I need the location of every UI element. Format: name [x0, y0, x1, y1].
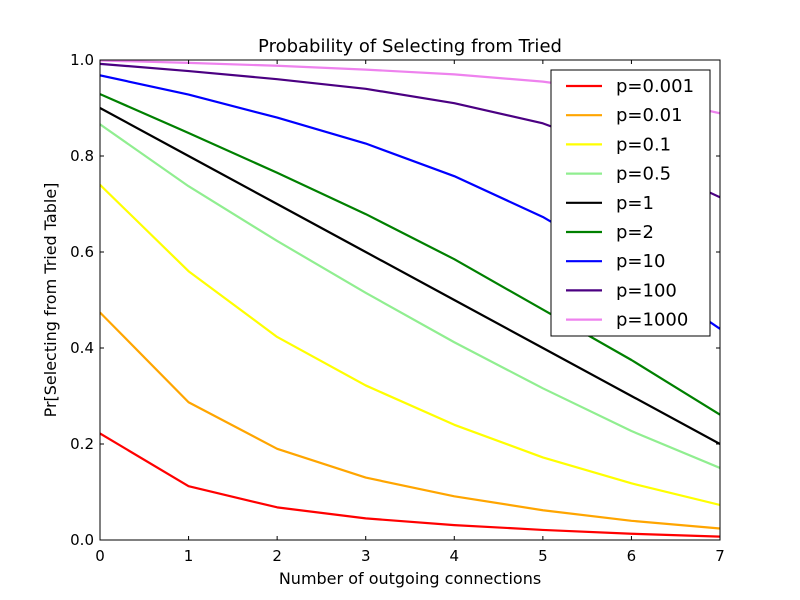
legend: p=0.001 p=0.01 p=0.1 p=0.5 p=1 p=2 p=10 p=100 p=…	[550, 69, 711, 337]
x-tick-label: 4	[450, 547, 460, 565]
series-line	[100, 123, 720, 470]
y-tick-label: 0.6	[70, 243, 94, 261]
series-line	[100, 311, 720, 530]
x-axis-label: Number of outgoing connections	[279, 569, 541, 588]
legend-label: p=0.5	[616, 164, 671, 185]
legend-label: p=0.01	[616, 105, 683, 126]
plot-frame	[99, 59, 721, 541]
legend-label: p=1000	[616, 310, 688, 331]
series-line	[100, 107, 720, 445]
y-tick-label: 0.2	[70, 435, 94, 453]
legend-label: p=1	[616, 193, 654, 214]
y-axis-label: Pr[Selecting from Tried Table]	[41, 183, 60, 418]
ticks-layer: 0 1 2 3 4 5 6 7 0.0 0.2 0.4 0.6 0.8 1.0	[70, 51, 725, 565]
x-tick-label: 0	[95, 547, 105, 565]
legend-label: p=10	[616, 251, 665, 272]
series-line	[100, 432, 720, 538]
series-line	[100, 93, 720, 416]
x-tick-label: 2	[272, 547, 282, 565]
y-tick-label: 0.8	[70, 147, 94, 165]
y-tick-label: 0.4	[70, 339, 94, 357]
legend-label: p=100	[616, 280, 677, 301]
legend-label: p=0.001	[616, 76, 694, 97]
legend-label: p=0.1	[616, 134, 671, 155]
x-tick-label: 5	[538, 547, 548, 565]
chart-title: Probability of Selecting from Tried	[258, 36, 562, 57]
y-tick-label: 1.0	[70, 51, 94, 69]
x-tick-label: 7	[715, 547, 725, 565]
x-tick-label: 3	[361, 547, 371, 565]
series-line	[100, 184, 720, 507]
x-tick-label: 1	[184, 547, 194, 565]
x-tick-label: 6	[627, 547, 637, 565]
y-tick-label: 0.0	[70, 531, 94, 549]
legend-label: p=2	[616, 222, 654, 243]
